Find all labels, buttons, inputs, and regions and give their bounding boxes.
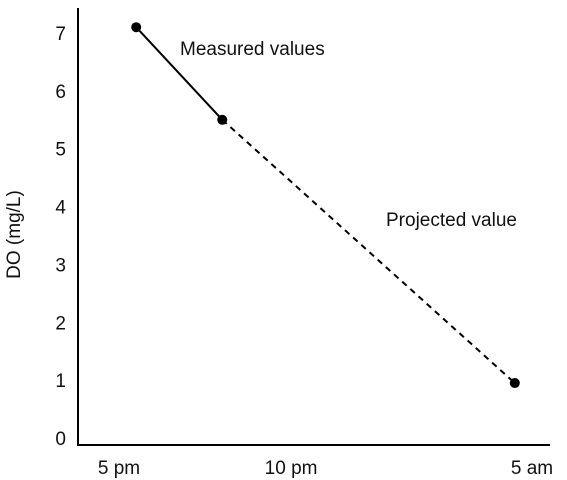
x-tick-label: 10 pm [265,458,318,479]
axes-layer [77,8,550,446]
labels-layer: DO (mg/L) Measured values Projected value [4,39,517,279]
series-layer [135,26,516,384]
y-tick-label: 4 [55,198,66,219]
measured-series-line [135,26,224,121]
y-tick-label: 6 [55,82,66,103]
ticks-layer: 0 1 2 3 4 5 6 7 5 pm 10 pm 5 am [55,24,553,479]
markers-layer [131,22,520,389]
x-tick-label: 5 pm [98,458,140,479]
projected-value-label: Projected value [386,210,517,231]
y-tick-label: 5 [55,140,66,161]
data-point-marker [131,22,142,33]
measured-values-label: Measured values [180,39,325,60]
y-tick-label: 1 [55,371,66,392]
y-tick-label: 2 [55,313,66,334]
y-axis-title: DO (mg/L) [4,190,25,279]
y-tick-label: 0 [55,429,66,450]
y-tick-label: 7 [55,24,66,45]
data-point-marker [217,114,228,125]
y-tick-label: 3 [55,255,66,276]
projected-series-line [221,119,516,384]
data-point-marker [509,378,520,389]
x-tick-label: 5 am [511,458,553,479]
